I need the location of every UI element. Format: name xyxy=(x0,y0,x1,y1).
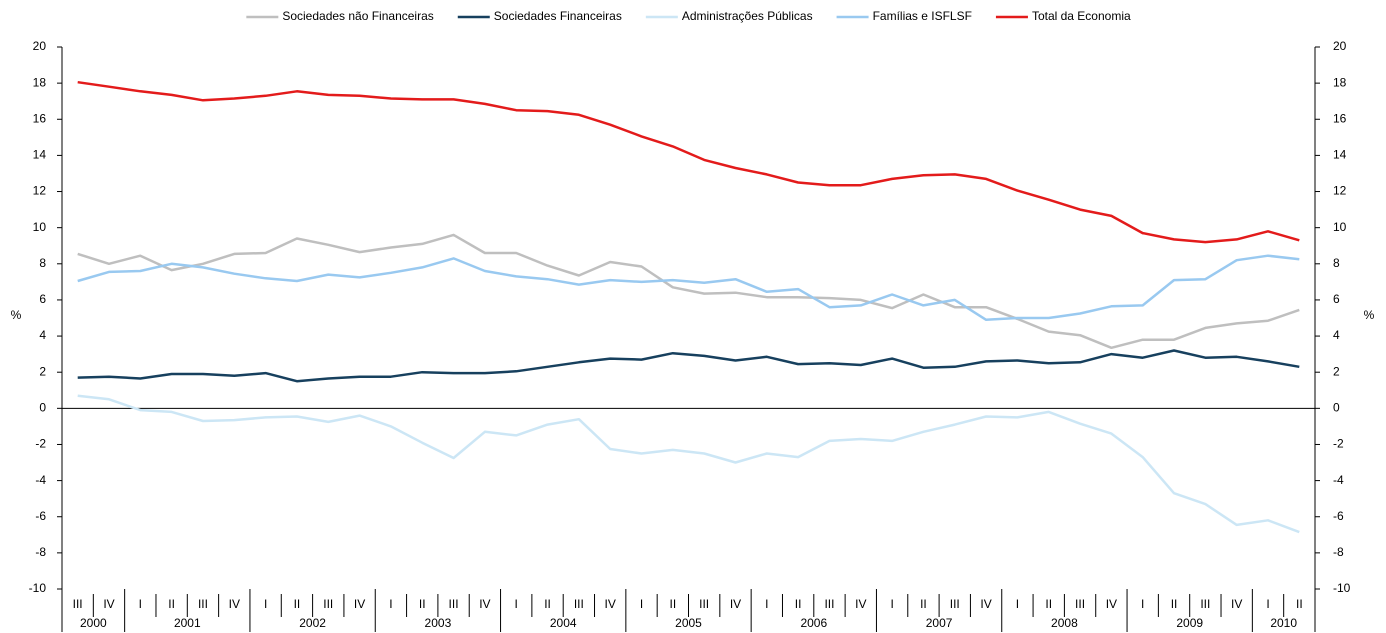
y2-tick-label: 4 xyxy=(1333,328,1340,342)
x-tick-label: III xyxy=(449,597,459,611)
x-tick-label: III xyxy=(198,597,208,611)
y2-tick-label: 6 xyxy=(1333,292,1340,306)
x-tick-label: II xyxy=(670,597,677,611)
year-label: 2010 xyxy=(1270,616,1297,630)
year-label: 2003 xyxy=(425,616,452,630)
legend-label: Administrações Públicas xyxy=(682,9,813,23)
y-tick-label: 4 xyxy=(39,328,46,342)
y2-tick-label: -4 xyxy=(1333,473,1344,487)
y-axis-label: % xyxy=(11,308,22,322)
year-label: 2007 xyxy=(926,616,953,630)
legend-label: Sociedades Financeiras xyxy=(494,9,622,23)
x-tick-label: I xyxy=(264,597,267,611)
x-tick-label: III xyxy=(323,597,333,611)
y2-tick-label: 16 xyxy=(1333,111,1347,125)
x-tick-label: III xyxy=(1075,597,1085,611)
series-line xyxy=(77,233,1300,350)
y2-tick-label: -8 xyxy=(1333,545,1344,559)
x-tick-label: II xyxy=(1296,597,1303,611)
x-tick-label: I xyxy=(1016,597,1019,611)
year-label: 2001 xyxy=(174,616,201,630)
x-tick-label: I xyxy=(389,597,392,611)
y2-tick-label: 10 xyxy=(1333,220,1347,234)
y-tick-label: -10 xyxy=(29,581,47,595)
x-tick-label: IV xyxy=(855,597,866,611)
y-tick-label: 8 xyxy=(39,256,46,270)
y-tick-label: 18 xyxy=(33,75,47,89)
y2-tick-label: 14 xyxy=(1333,148,1347,162)
x-tick-label: IV xyxy=(354,597,365,611)
y2-tick-label: 18 xyxy=(1333,75,1347,89)
y-tick-label: 0 xyxy=(39,401,46,415)
y2-tick-label: 20 xyxy=(1333,39,1347,53)
x-tick-label: II xyxy=(920,597,927,611)
x-tick-label: IV xyxy=(1231,597,1242,611)
x-tick-label: I xyxy=(139,597,142,611)
x-tick-label: I xyxy=(1141,597,1144,611)
y2-tick-label: -2 xyxy=(1333,437,1344,451)
x-tick-label: IV xyxy=(229,597,240,611)
year-label: 2008 xyxy=(1051,616,1078,630)
y-tick-label: -2 xyxy=(35,437,46,451)
y2-tick-label: 8 xyxy=(1333,256,1340,270)
y-tick-label: -6 xyxy=(35,509,46,523)
year-label: 2004 xyxy=(550,616,577,630)
x-tick-label: IV xyxy=(1106,597,1117,611)
y-tick-label: 14 xyxy=(33,148,47,162)
year-label: 2000 xyxy=(80,616,107,630)
y2-tick-label: 0 xyxy=(1333,401,1340,415)
x-tick-label: III xyxy=(73,597,83,611)
x-tick-label: I xyxy=(515,597,518,611)
year-label: 2009 xyxy=(1176,616,1203,630)
y2-axis-label: % xyxy=(1364,308,1375,322)
x-tick-label: II xyxy=(294,597,301,611)
y-tick-label: 20 xyxy=(33,39,47,53)
x-tick-label: III xyxy=(824,597,834,611)
x-tick-label: I xyxy=(640,597,643,611)
x-tick-label: II xyxy=(1045,597,1052,611)
y-tick-label: -8 xyxy=(35,545,46,559)
y-tick-label: 2 xyxy=(39,364,46,378)
x-tick-label: II xyxy=(1171,597,1178,611)
y-tick-label: 6 xyxy=(39,292,46,306)
x-tick-label: I xyxy=(765,597,768,611)
x-tick-label: III xyxy=(699,597,709,611)
series-line xyxy=(77,254,1300,322)
y2-tick-label: -10 xyxy=(1333,581,1351,595)
year-label: 2006 xyxy=(800,616,827,630)
y-tick-label: 12 xyxy=(33,184,47,198)
x-tick-label: IV xyxy=(730,597,741,611)
legend-label: Sociedades não Financeiras xyxy=(282,9,433,23)
x-tick-label: II xyxy=(168,597,175,611)
y-tick-label: 10 xyxy=(33,220,47,234)
y-tick-label: -4 xyxy=(35,473,46,487)
year-label: 2005 xyxy=(675,616,702,630)
legend-label: Total da Economia xyxy=(1032,9,1131,23)
x-tick-label: I xyxy=(1266,597,1269,611)
x-tick-label: I xyxy=(890,597,893,611)
y2-tick-label: 2 xyxy=(1333,364,1340,378)
series-line xyxy=(77,394,1300,534)
y2-tick-label: -6 xyxy=(1333,509,1344,523)
x-tick-label: IV xyxy=(479,597,490,611)
series-line xyxy=(77,349,1300,383)
legend-label: Famílias e ISFLSF xyxy=(873,9,972,23)
year-label: 2002 xyxy=(299,616,326,630)
y2-tick-label: 12 xyxy=(1333,184,1347,198)
x-tick-label: IV xyxy=(103,597,114,611)
x-tick-label: IV xyxy=(980,597,991,611)
x-tick-label: III xyxy=(1200,597,1210,611)
x-tick-label: IV xyxy=(605,597,616,611)
series-line xyxy=(77,80,1300,244)
x-tick-label: III xyxy=(574,597,584,611)
x-tick-label: II xyxy=(544,597,551,611)
x-tick-label: II xyxy=(419,597,426,611)
x-tick-label: II xyxy=(795,597,802,611)
x-tick-label: III xyxy=(950,597,960,611)
y-tick-label: 16 xyxy=(33,111,47,125)
